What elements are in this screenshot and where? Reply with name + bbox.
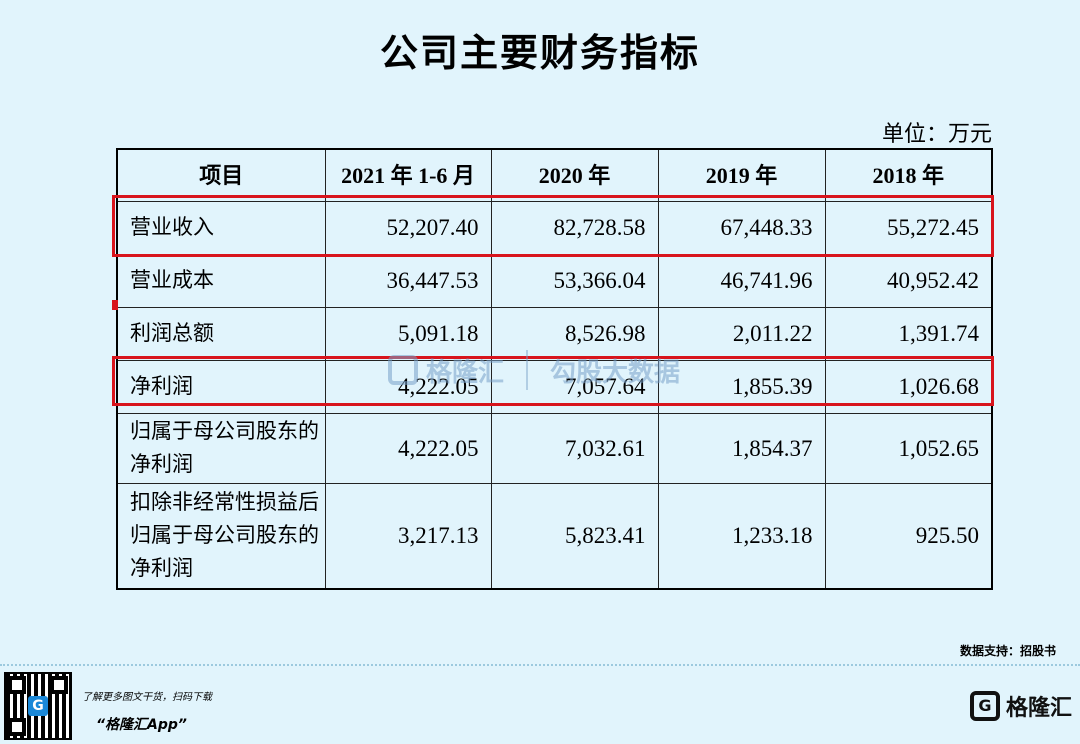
cell-value: 1,854.37 — [657, 412, 826, 484]
cell-value: 53,366.04 — [490, 253, 659, 308]
watermark-divider — [526, 350, 529, 390]
header-2019: 2019 年 — [657, 148, 826, 202]
app-name: “格隆汇App” — [96, 717, 187, 733]
cell-value: 5,823.41 — [490, 482, 659, 590]
cell-value: 52,207.40 — [324, 200, 492, 255]
header-item: 项目 — [116, 148, 326, 202]
watermark-brand: 格隆汇 — [426, 357, 505, 388]
red-marker — [112, 300, 118, 310]
watermark: 格隆汇 勾股大数据 — [388, 350, 680, 390]
page-title: 公司主要财务指标 — [379, 31, 700, 75]
promo-text: 了解更多图文干货，扫码下载 — [82, 692, 212, 703]
table-header-row: 项目 2021 年 1-6 月 2020 年 2019 年 2018 年 — [116, 148, 993, 202]
watermark-data: 勾股大数据 — [550, 357, 681, 388]
cell-value: 40,952.42 — [824, 253, 993, 308]
cell-value: 36,447.53 — [324, 253, 492, 308]
brand-logo: G 格隆汇 — [969, 690, 1072, 722]
cell-value: 1,391.74 — [824, 306, 993, 361]
footer-banner: G 了解更多图文干货，扫码下载 “格隆汇App” G 格隆汇 — [0, 664, 1080, 744]
row-label: 营业收入 — [116, 200, 326, 255]
cell-value: 82,728.58 — [490, 200, 659, 255]
cell-value: 7,032.61 — [490, 412, 659, 484]
table-row: 归属于母公司股东的净利润 4,222.05 7,032.61 1,854.37 … — [116, 412, 993, 484]
cell-value: 8,526.98 — [490, 306, 659, 361]
row-label: 归属于母公司股东的净利润 — [116, 412, 326, 484]
table-row: 营业收入 52,207.40 82,728.58 67,448.33 55,27… — [116, 200, 993, 255]
cell-value: 1,233.18 — [657, 482, 826, 590]
cell-value: 46,741.96 — [657, 253, 826, 308]
logo-text: 格隆汇 — [1005, 696, 1072, 721]
financial-table: 项目 2021 年 1-6 月 2020 年 2019 年 2018 年 营业收… — [116, 148, 993, 590]
header-2018: 2018 年 — [824, 148, 993, 202]
logo-g-icon: G — [969, 691, 1000, 721]
data-source: 数据支持：招股书 — [959, 644, 1056, 658]
header-2020: 2020 年 — [490, 148, 659, 202]
table-row: 营业成本 36,447.53 53,366.04 46,741.96 40,95… — [116, 253, 993, 308]
watermark-logo-icon — [388, 355, 418, 385]
row-label: 营业成本 — [116, 253, 326, 308]
cell-value: 4,222.05 — [324, 412, 492, 484]
row-label: 利润总额 — [116, 306, 326, 361]
table-row: 利润总额 5,091.18 8,526.98 2,011.22 1,391.74 — [116, 306, 993, 361]
cell-value: 925.50 — [824, 482, 993, 590]
cell-value: 1,052.65 — [824, 412, 993, 484]
cell-value: 3,217.13 — [324, 482, 492, 590]
cell-value: 55,272.45 — [824, 200, 993, 255]
table-row: 扣除非经常性损益后归属于母公司股东的净利润 3,217.13 5,823.41 … — [116, 482, 993, 590]
cell-value: 1,026.68 — [824, 359, 993, 414]
qr-logo: G — [28, 696, 48, 716]
cell-value: 1,855.39 — [657, 359, 826, 414]
unit-label: 单位：万元 — [881, 122, 992, 147]
cell-value: 67,448.33 — [657, 200, 826, 255]
cell-value: 2,011.22 — [657, 306, 826, 361]
row-label: 扣除非经常性损益后归属于母公司股东的净利润 — [116, 482, 326, 590]
row-label: 净利润 — [116, 359, 326, 414]
qr-code-icon[interactable]: G — [4, 672, 72, 740]
header-2021h1: 2021 年 1-6 月 — [324, 148, 492, 202]
